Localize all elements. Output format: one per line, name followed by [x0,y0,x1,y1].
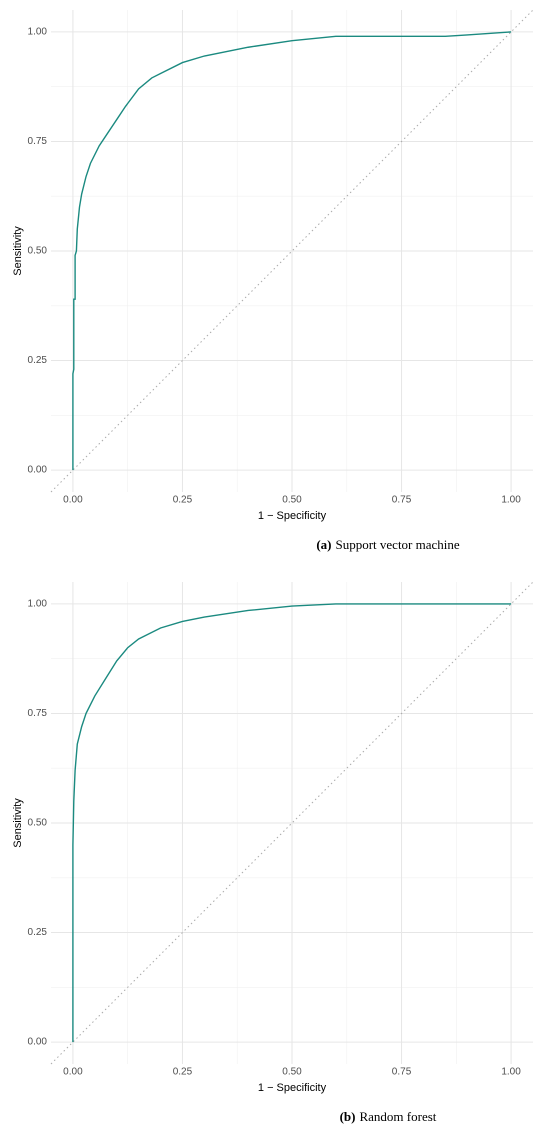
y-tick-label: 0.75 [28,708,48,719]
x-axis-title: 1 − Specificity [258,510,327,522]
caption-label: (b) [340,1109,356,1124]
caption-label: (a) [316,537,331,552]
chart: 0.00 0.25 0.50 0.75 1.00 0.00 0.25 0.50 0.75 1.00… [12,581,534,1124]
x-tick-label: 0.25 [173,1067,193,1078]
y-tick-label: 0.00 [28,465,48,476]
reference-line [50,9,534,493]
caption-text: Random forest [359,1109,436,1124]
caption: (a) Support vector machine [316,537,460,552]
x-tick-label: 0.75 [392,1067,412,1078]
y-axis-title: Sensitivity [12,226,24,276]
x-tick-label: 0.25 [173,495,193,506]
y-tick-label: 0.75 [28,136,48,147]
roc-curve [72,603,512,1043]
y-tick-label: 1.00 [28,27,48,38]
y-tick-label: 0.50 [28,818,48,829]
caption-text: Support vector machine [335,537,459,552]
y-tick-label: 0.25 [28,355,48,366]
x-tick-label: 0.00 [63,1067,83,1078]
y-tick-label: 0.50 [28,246,48,257]
x-tick-label: 0.50 [282,495,302,506]
chart: 0.00 0.25 0.50 0.75 1.00 0.00 0.25 0.50 0.75 1.00… [12,9,534,552]
y-tick-label: 0.00 [28,1037,48,1048]
reference-line [50,581,534,1065]
x-tick-label: 1.00 [501,1067,521,1078]
y-tick-label: 1.00 [28,599,48,610]
x-tick-label: 1.00 [501,495,521,506]
x-tick-label: 0.75 [392,495,412,506]
x-tick-label: 0.50 [282,1067,302,1078]
roc-curve [72,31,512,471]
x-tick-label: 0.00 [63,495,83,506]
x-axis-title: 1 − Specificity [258,1082,327,1094]
caption: (b) Random forest [340,1109,437,1124]
y-tick-label: 0.25 [28,927,48,938]
y-axis-title: Sensitivity [12,798,24,848]
